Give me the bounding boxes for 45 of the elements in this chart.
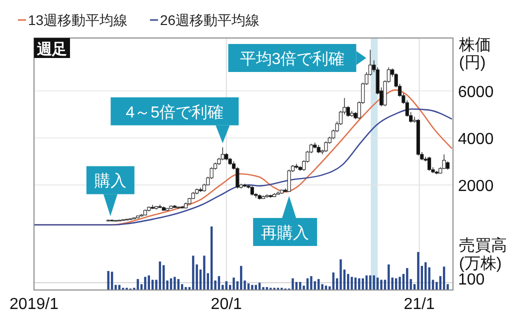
candlestick [220,146,224,161]
bar [184,287,187,290]
bar [144,276,146,290]
bar [299,282,302,290]
annotation: 再購入 [261,224,310,242]
candlestick [442,154,446,170]
candlestick [294,163,298,169]
bar [417,252,420,290]
bar [174,276,176,290]
bar [162,265,165,290]
y-tick-label: 6000 [458,84,494,101]
annotation: 購入 [94,172,126,190]
x-tick-label: 20/1 [210,296,242,313]
candlestick [198,187,202,192]
bar [369,275,372,290]
bar [192,256,194,290]
bar [388,264,390,290]
legend-label: 26週移動平均線 [160,12,260,28]
bar [251,284,254,290]
bar [107,271,110,290]
bar [380,280,382,290]
annotation: 平均3倍で利確 [240,50,345,68]
legend-label: 13週移動平均線 [28,12,128,28]
y2-tick-label: 100 [458,272,485,289]
x-tick-label: 2019/1 [10,296,59,313]
bar [232,278,235,290]
x-tick-label: 21/1 [404,296,435,313]
bar [350,276,353,290]
y-axis-title: 株価 (円) [458,36,491,72]
y-tick-label: 4000 [458,130,494,148]
bar [136,279,139,290]
candlestick [287,169,291,192]
bar [358,278,360,290]
annotation: 4～5倍で利確 [126,103,224,122]
bar [424,262,427,290]
bar [310,276,312,290]
candlestick [250,186,254,196]
y2-axis-title: 売買高 (万株) [459,236,507,272]
bar [203,256,206,290]
bar [292,278,294,290]
bar [210,226,213,290]
bar [340,259,342,290]
bar [398,276,401,290]
y-tick-label: 2000 [458,178,494,195]
candlestick [427,156,432,172]
